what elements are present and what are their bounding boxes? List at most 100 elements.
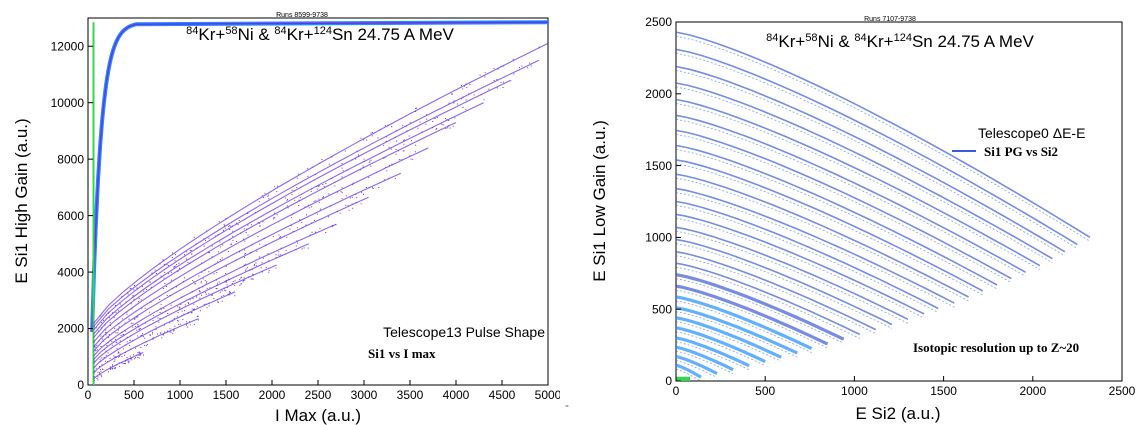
band-point	[243, 264, 245, 266]
band-point	[186, 324, 187, 326]
charge-band	[675, 262, 861, 339]
band-point	[177, 306, 179, 308]
band-point	[293, 190, 295, 192]
band-point	[137, 316, 139, 318]
band-point	[150, 301, 152, 303]
band-point	[135, 316, 137, 318]
band-point	[294, 199, 296, 201]
band-point	[123, 334, 125, 336]
band-point	[152, 319, 154, 321]
band-point	[285, 250, 287, 252]
band-point	[500, 81, 502, 83]
reaction-title: 84Kr+58Ni & 84Kr+124Sn 24.75 A MeV	[186, 25, 454, 44]
y-tick-label: 2000	[645, 87, 672, 101]
band-point	[137, 324, 139, 326]
band-line	[675, 345, 734, 372]
band-point	[170, 331, 172, 333]
band-point	[451, 93, 453, 95]
band-point	[242, 280, 244, 281]
band-point	[304, 206, 306, 208]
band-point	[402, 125, 404, 127]
band-isotope-line	[675, 86, 1053, 264]
band-point	[205, 303, 207, 305]
band-point	[287, 199, 289, 200]
band-point	[335, 224, 337, 226]
band-point	[465, 99, 467, 101]
band-point	[301, 222, 303, 223]
band-point	[109, 358, 111, 359]
band-point	[412, 158, 414, 160]
band-point	[328, 216, 330, 218]
band-point	[232, 235, 234, 237]
band-point	[316, 186, 318, 187]
band-point	[218, 221, 220, 223]
band-point	[118, 323, 120, 325]
band-point	[120, 335, 122, 336]
band-point	[223, 294, 225, 296]
band-line	[675, 65, 1066, 253]
band-point	[313, 220, 315, 221]
band-point	[191, 312, 193, 314]
band-point	[174, 254, 176, 256]
band-point	[135, 357, 137, 359]
band-point	[193, 308, 195, 310]
band-point	[138, 301, 140, 302]
band-line	[675, 129, 1012, 280]
band-point	[368, 187, 370, 189]
band-point	[102, 338, 104, 340]
band-point	[173, 328, 175, 330]
band-point	[167, 313, 169, 314]
band-point	[349, 197, 351, 199]
band-point	[283, 235, 285, 237]
band-point	[187, 312, 189, 314]
band-point	[124, 354, 125, 356]
band-point	[325, 232, 327, 233]
legend-title: Telescope0 ΔE-E	[978, 125, 1085, 141]
band-point	[221, 300, 223, 302]
band-point	[193, 309, 194, 310]
band-point	[315, 231, 317, 233]
band-point	[252, 273, 254, 275]
band-point	[186, 323, 188, 325]
band-point	[298, 205, 300, 206]
band-point	[386, 136, 388, 138]
band-point	[318, 185, 320, 186]
band-point	[163, 277, 165, 279]
axis-ticks: 0 500 1000 1500 2000 2500 3000 3500 4000 4500 5000…	[51, 39, 560, 402]
x-tick-label: 0	[673, 384, 680, 398]
band-point	[195, 243, 197, 245]
band-point	[204, 239, 206, 241]
band-point	[102, 369, 104, 370]
band-point	[368, 161, 370, 163]
band-point	[416, 107, 417, 109]
band-point	[403, 143, 405, 145]
band-point	[101, 374, 103, 376]
band-point	[229, 279, 231, 281]
band-point	[149, 281, 151, 283]
band-point	[144, 337, 146, 339]
band-point	[187, 312, 189, 314]
band-point	[500, 65, 502, 67]
band-point	[160, 307, 162, 309]
band-point	[155, 328, 157, 330]
band-point	[234, 280, 236, 282]
band-point	[130, 303, 132, 305]
band-point	[287, 207, 289, 209]
band-point	[334, 181, 336, 183]
charge-band	[675, 31, 1091, 242]
band-point	[167, 330, 168, 332]
band-point	[119, 344, 121, 346]
band-point	[187, 326, 189, 328]
band-point	[102, 335, 104, 337]
band-line	[93, 122, 457, 339]
band-point	[368, 176, 370, 178]
band-point	[96, 378, 98, 379]
band-line	[675, 159, 984, 292]
band-point	[358, 154, 359, 156]
band-point	[232, 225, 234, 227]
band-point	[198, 287, 200, 289]
band-point	[164, 331, 166, 333]
band-point	[97, 371, 99, 373]
band-point	[228, 294, 230, 296]
band-point	[166, 286, 168, 287]
